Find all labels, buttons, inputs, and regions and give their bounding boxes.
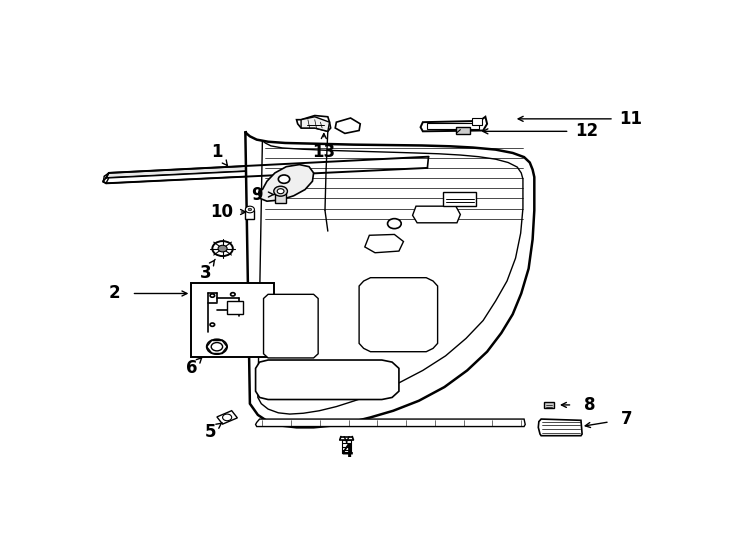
Circle shape [207,339,227,354]
Text: 6: 6 [186,359,197,377]
Circle shape [222,414,232,421]
Text: 1: 1 [211,143,222,161]
Text: 4: 4 [341,443,352,461]
Circle shape [210,294,214,297]
Text: 13: 13 [312,143,335,161]
Circle shape [278,175,290,183]
Text: 8: 8 [584,396,595,414]
Bar [227,301,243,314]
Polygon shape [106,157,427,178]
Circle shape [248,208,252,211]
Polygon shape [335,118,360,133]
Text: 10: 10 [210,203,233,221]
Bar [443,192,476,206]
Circle shape [212,241,233,256]
Bar [275,192,286,203]
Circle shape [388,219,401,228]
Polygon shape [106,163,427,183]
Bar [544,402,554,408]
Polygon shape [359,278,437,352]
Bar [192,282,274,357]
Polygon shape [258,165,313,201]
Bar [456,127,470,134]
Polygon shape [538,419,582,436]
Circle shape [210,323,214,326]
Text: 12: 12 [575,123,598,140]
Bar [472,118,482,125]
Polygon shape [255,360,399,400]
Circle shape [245,206,255,213]
Circle shape [277,188,284,194]
Bar [245,210,255,219]
Bar [217,411,237,424]
Text: 11: 11 [619,110,642,128]
Text: 9: 9 [251,186,263,204]
Polygon shape [255,419,526,427]
Bar [427,123,479,129]
Polygon shape [413,206,460,223]
Circle shape [274,186,288,196]
Text: 2: 2 [109,285,120,302]
Polygon shape [421,117,487,131]
Polygon shape [365,234,404,253]
Polygon shape [245,131,534,427]
Circle shape [230,293,235,296]
Polygon shape [264,294,318,358]
Circle shape [211,342,222,351]
Circle shape [218,245,227,252]
Polygon shape [297,116,330,131]
Polygon shape [301,117,330,131]
Text: 5: 5 [204,422,216,441]
Text: 7: 7 [621,410,632,428]
Text: 3: 3 [200,264,211,282]
